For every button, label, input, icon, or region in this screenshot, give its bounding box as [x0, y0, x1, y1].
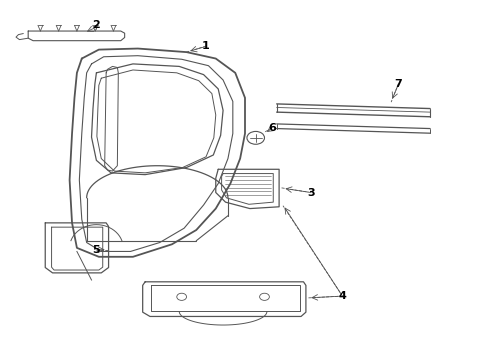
Text: 1: 1 [202, 41, 210, 51]
Text: 4: 4 [339, 291, 346, 301]
Text: 2: 2 [93, 19, 100, 30]
Text: 6: 6 [268, 123, 276, 133]
Text: 3: 3 [307, 188, 315, 198]
Text: 7: 7 [394, 78, 402, 89]
Text: 5: 5 [93, 245, 100, 255]
